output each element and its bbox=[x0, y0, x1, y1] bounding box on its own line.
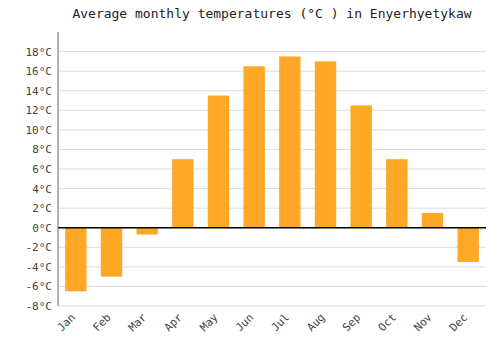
bar bbox=[243, 66, 264, 227]
x-tick-label: Dec bbox=[447, 311, 470, 334]
title: Average monthly temperatures (°C ) in En… bbox=[72, 6, 471, 21]
bars bbox=[65, 56, 479, 291]
x-tick-label: Aug bbox=[304, 311, 327, 334]
grid-line bbox=[58, 51, 486, 52]
bar bbox=[350, 105, 371, 227]
y-tick-label: 12°C bbox=[26, 104, 53, 117]
bar bbox=[101, 228, 122, 277]
x-tick-label: Jul bbox=[269, 311, 292, 334]
y-tick-label: 16°C bbox=[26, 65, 53, 78]
y-tick-label: -2°C bbox=[26, 241, 53, 254]
bar bbox=[208, 96, 229, 228]
x-tick-label: Feb bbox=[90, 311, 113, 334]
y-axis-line bbox=[58, 32, 59, 306]
x-tick-label: May bbox=[197, 311, 221, 335]
grid-line bbox=[58, 208, 486, 209]
y-tick-label: 2°C bbox=[32, 202, 52, 215]
grid-line bbox=[58, 149, 486, 150]
y-tick-label: -8°C bbox=[26, 300, 53, 313]
grid-line bbox=[58, 227, 486, 228]
x-tick-label: Jun bbox=[233, 311, 256, 334]
grid-line bbox=[58, 71, 486, 72]
y-tick-label: -4°C bbox=[26, 261, 53, 274]
y-tick-label: 8°C bbox=[32, 143, 52, 156]
y-tick-label: 10°C bbox=[26, 124, 53, 137]
bar bbox=[172, 159, 193, 228]
x-tick-label: Apr bbox=[162, 311, 186, 335]
chart-svg: Average monthly temperatures (°C ) in En… bbox=[0, 0, 500, 350]
bar bbox=[457, 228, 478, 262]
bar bbox=[422, 213, 443, 228]
grid bbox=[58, 52, 486, 306]
grid-line bbox=[58, 129, 486, 130]
grid-line bbox=[58, 188, 486, 189]
grid-line bbox=[58, 169, 486, 170]
chart-container: Average monthly temperatures (°C ) in En… bbox=[0, 0, 500, 350]
grid-line bbox=[58, 286, 486, 287]
grid-line bbox=[58, 110, 486, 111]
x-tick-label: Oct bbox=[376, 311, 399, 334]
y-tick-label: 0°C bbox=[32, 222, 52, 235]
grid-line bbox=[58, 90, 486, 91]
bar bbox=[136, 228, 157, 235]
x-tick-label: Mar bbox=[126, 311, 150, 335]
y-tick-label: 6°C bbox=[32, 163, 52, 176]
x-tick-label: Sep bbox=[340, 311, 363, 334]
bar bbox=[315, 61, 336, 227]
x-tick-label: Jan bbox=[55, 311, 78, 334]
y-tick-label: -6°C bbox=[26, 280, 53, 293]
y-tick-label: 14°C bbox=[26, 85, 53, 98]
grid-line bbox=[58, 306, 486, 307]
bar bbox=[279, 56, 300, 227]
x-tick-label: Nov bbox=[411, 311, 435, 335]
bar bbox=[386, 159, 407, 228]
y-tick-label: 4°C bbox=[32, 183, 52, 196]
bar bbox=[65, 228, 86, 292]
zero-line bbox=[58, 227, 486, 229]
y-tick-label: 18°C bbox=[26, 46, 53, 59]
